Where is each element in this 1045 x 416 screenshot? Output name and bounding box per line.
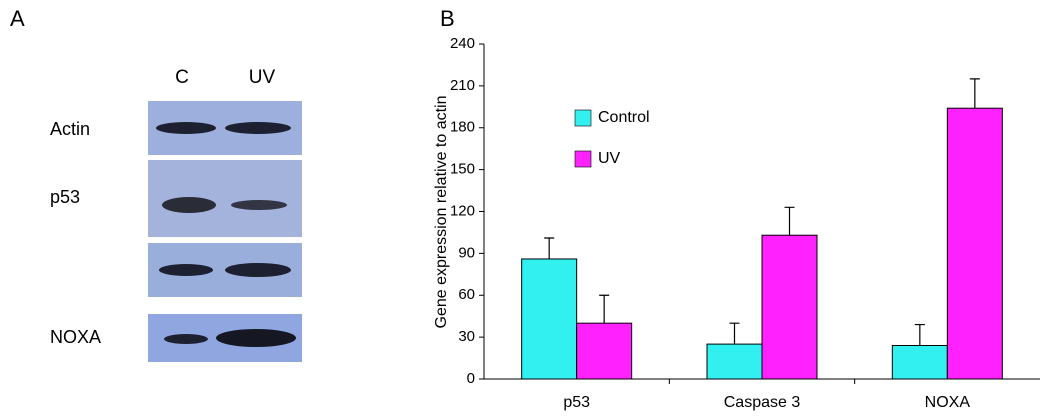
row-label: p53 (50, 187, 80, 207)
legend-label: Control (598, 109, 650, 126)
row-label: NOXA (50, 327, 101, 347)
blot-band (159, 264, 213, 276)
y-tick-label: 150 (450, 161, 475, 178)
legend-swatch (575, 110, 591, 126)
blot-strip (148, 160, 302, 237)
y-tick-label: 120 (450, 202, 475, 219)
blot-band (164, 334, 208, 344)
blot-band (156, 122, 216, 134)
bar (707, 344, 762, 379)
y-tick-label: 240 (450, 35, 475, 52)
x-tick-label: Caspase 3 (724, 394, 801, 411)
blot-band (231, 200, 287, 210)
bar (947, 108, 1002, 379)
y-tick-label: 30 (458, 328, 475, 345)
error-bar (970, 79, 980, 108)
y-tick-label: 180 (450, 119, 475, 136)
x-tick-label: p53 (563, 394, 590, 411)
panel-a: A C UV Actin p53 NOXA (10, 6, 302, 362)
blot-band (225, 263, 291, 277)
bar (762, 235, 817, 379)
blot-band (225, 122, 291, 134)
y-tick-label: 60 (458, 286, 475, 303)
y-tick-label: 0 (467, 370, 475, 387)
legend-label: UV (598, 150, 621, 167)
legend-swatch (575, 151, 591, 167)
error-bar (599, 295, 609, 323)
panel-label: B (440, 6, 455, 31)
row-label: Actin (50, 119, 90, 139)
error-bar (544, 238, 554, 259)
lane-label: UV (249, 67, 276, 88)
error-bar (915, 325, 925, 346)
x-tick-label: NOXA (925, 394, 971, 411)
y-tick-label: 90 (458, 244, 475, 261)
bar (892, 346, 947, 380)
blot-band (216, 329, 296, 347)
y-tick-label: 210 (450, 77, 475, 94)
figure: A C UV Actin p53 NOXA B Gene expression … (0, 0, 1045, 416)
error-bar (785, 207, 795, 235)
bar (577, 323, 632, 379)
error-bar (730, 323, 740, 344)
lane-label: C (175, 67, 189, 88)
panel-label: A (10, 6, 25, 31)
blot-band (162, 197, 216, 213)
y-axis-label: Gene expression relative to actin (433, 95, 450, 328)
bar (522, 259, 577, 379)
